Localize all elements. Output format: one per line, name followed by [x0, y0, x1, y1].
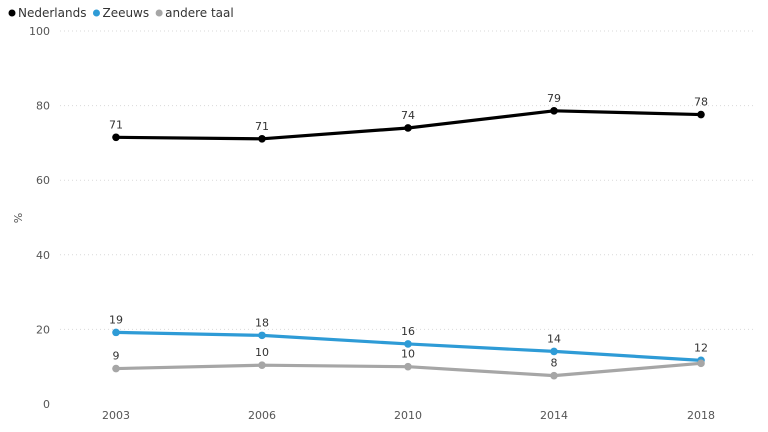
y-axis-label: % — [12, 213, 25, 223]
data-point-zeeuws — [404, 340, 412, 348]
x-tick-label: 2018 — [687, 409, 715, 422]
legend-marker-zeeuws — [92, 9, 100, 17]
data-label-nederlands: 78 — [694, 96, 708, 109]
x-axis-ticks: 2003 2006 2010 2014 2018 — [102, 409, 715, 422]
legend: Nederlands Zeeuws andere taal — [8, 6, 234, 20]
y-tick-label: 40 — [36, 249, 50, 262]
legend-marker-andere-taal — [155, 9, 163, 17]
data-labels: 71 71 74 79 78 19 18 16 14 12 9 10 10 8 — [109, 92, 708, 370]
data-point-andere-taal — [258, 361, 266, 370]
x-tick-label: 2006 — [248, 409, 276, 422]
data-point-andere-taal — [550, 371, 558, 380]
y-tick-label: 60 — [36, 174, 50, 187]
gridlines — [60, 30, 755, 330]
data-point-zeeuws — [550, 347, 558, 356]
data-point-zeeuws — [112, 328, 120, 337]
data-point-andere-taal — [112, 364, 120, 373]
data-label-andere-taal: 10 — [401, 348, 415, 361]
data-point-nederlands — [112, 133, 120, 142]
x-tick-label: 2010 — [394, 409, 422, 422]
data-label-zeeuws: 12 — [694, 341, 708, 354]
data-label-andere-taal: 10 — [255, 346, 269, 359]
data-label-zeeuws: 16 — [401, 325, 415, 338]
data-label-andere-taal: 9 — [113, 350, 120, 363]
data-label-nederlands: 71 — [255, 120, 269, 133]
y-tick-label: 100 — [29, 25, 50, 38]
data-label-andere-taal: 8 — [551, 357, 558, 370]
legend-label-andere-taal: andere taal — [165, 6, 234, 20]
legend-label-nederlands: Nederlands — [18, 6, 86, 20]
y-tick-label: 0 — [43, 398, 50, 411]
data-point-andere-taal — [404, 362, 412, 371]
y-tick-label: 20 — [36, 323, 50, 336]
y-axis-ticks: 0 20 40 60 80 100 — [29, 25, 50, 411]
x-tick-label: 2003 — [102, 409, 130, 422]
legend-marker-nederlands — [8, 9, 16, 17]
data-label-zeeuws: 18 — [255, 316, 269, 329]
x-tick-label: 2014 — [540, 409, 568, 422]
data-point-nederlands — [258, 134, 266, 143]
data-label-nederlands: 79 — [547, 92, 561, 105]
data-label-zeeuws: 14 — [547, 332, 561, 345]
data-label-nederlands: 74 — [401, 109, 415, 122]
data-label-zeeuws: 19 — [109, 313, 123, 326]
data-point-nederlands — [404, 124, 412, 132]
data-point-andere-taal — [697, 359, 705, 368]
data-point-nederlands — [697, 110, 705, 119]
data-point-nederlands — [550, 107, 558, 115]
series-lines — [112, 107, 705, 380]
y-tick-label: 80 — [36, 100, 50, 113]
data-label-nederlands: 71 — [109, 118, 123, 131]
legend-label-zeeuws: Zeeuws — [102, 6, 149, 20]
data-point-zeeuws — [258, 331, 266, 340]
